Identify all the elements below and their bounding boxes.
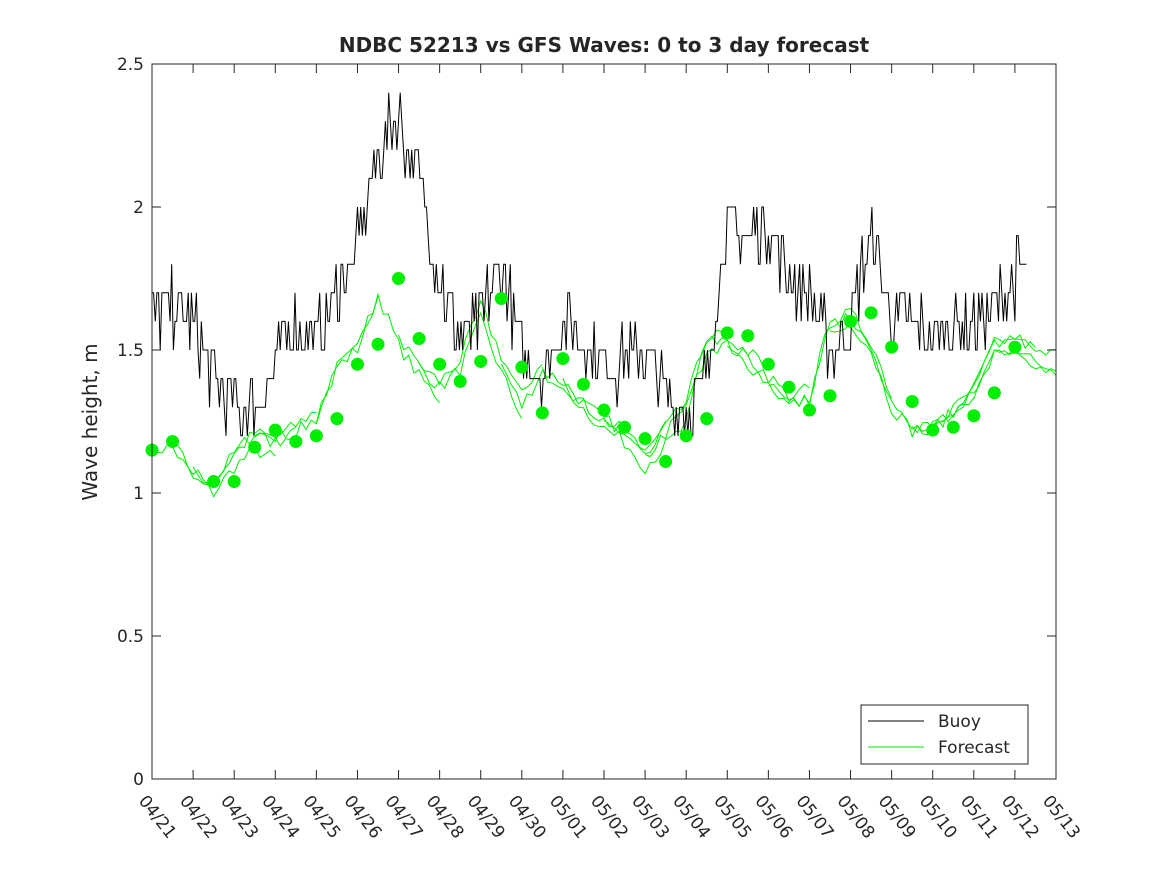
forecast-marker: [844, 314, 858, 328]
forecast-marker: [412, 332, 426, 346]
forecast-line: [685, 339, 810, 419]
forecast-marker: [576, 377, 590, 391]
forecast-line: [952, 349, 1057, 417]
forecast-marker: [248, 440, 262, 454]
forecast-marker: [227, 475, 241, 489]
forecast-line: [768, 308, 893, 407]
forecast-marker: [474, 354, 488, 368]
forecast-marker: [494, 292, 508, 306]
legend-box: [860, 704, 1029, 765]
forecast-marker: [618, 420, 632, 434]
forecast-line: [418, 299, 543, 391]
forecast-marker: [166, 435, 180, 449]
forecast-marker: [371, 337, 385, 351]
forecast-marker: [289, 435, 303, 449]
forecast-line: [850, 326, 975, 439]
forecast-line: [726, 313, 851, 408]
forecast-marker: [864, 306, 878, 320]
y-tick-label: 2.5: [117, 55, 144, 75]
forecast-marker: [330, 412, 344, 426]
forecast-marker: [885, 340, 899, 354]
forecast-marker: [392, 272, 406, 285]
y-tick-label: 2: [133, 198, 144, 218]
forecast-marker: [987, 386, 1001, 400]
forecast-line: [562, 378, 687, 475]
y-tick-label: 1: [133, 484, 144, 504]
forecast-marker: [720, 326, 734, 340]
forecast-marker: [659, 455, 673, 469]
forecast-line: [603, 329, 728, 451]
y-tick-label: 0: [133, 770, 144, 790]
forecast-marker: [823, 389, 837, 403]
chart-title: NDBC 52213 vs GFS Waves: 0 to 3 day fore…: [339, 33, 870, 57]
forecast-marker: [453, 374, 467, 388]
forecast-marker: [433, 357, 447, 371]
forecast-line: [315, 292, 440, 424]
forecast-line: [172, 426, 297, 487]
forecast-line: [932, 338, 1056, 428]
forecast-marker: [926, 423, 940, 437]
forecast-marker: [967, 409, 981, 423]
forecast-marker: [597, 403, 611, 417]
forecast-marker: [309, 429, 323, 443]
buoy-series-line: [152, 92, 1027, 437]
forecast-marker: [535, 406, 549, 420]
forecast-marker: [741, 329, 755, 343]
forecast-marker: [638, 432, 652, 446]
forecast-marker: [700, 412, 714, 426]
plot-area: [145, 92, 1057, 498]
legend: Buoy Forecast: [860, 704, 1029, 765]
forecast-marker: [905, 394, 919, 408]
forecast-marker: [761, 357, 775, 371]
forecast-line: [254, 296, 379, 448]
forecast-marker: [946, 420, 960, 434]
forecast-marker: [515, 360, 529, 374]
forecast-marker: [679, 429, 693, 443]
forecast-marker: [350, 357, 364, 371]
forecast-marker: [556, 352, 570, 366]
forecast-line: [500, 363, 625, 433]
forecast-marker: [802, 403, 816, 417]
legend-label-forecast: Forecast: [938, 738, 1010, 758]
y-tick-label: 0.5: [117, 627, 144, 647]
forecast-line: [541, 367, 667, 455]
forecast-marker: [207, 475, 221, 489]
legend-label-buoy: Buoy: [938, 712, 981, 732]
y-tick-label: 1.5: [117, 341, 144, 361]
forecast-marker: [268, 423, 282, 437]
y-axis-label: Wave height, m: [78, 343, 102, 500]
forecast-marker: [782, 380, 796, 394]
forecast-marker: [1008, 340, 1022, 354]
